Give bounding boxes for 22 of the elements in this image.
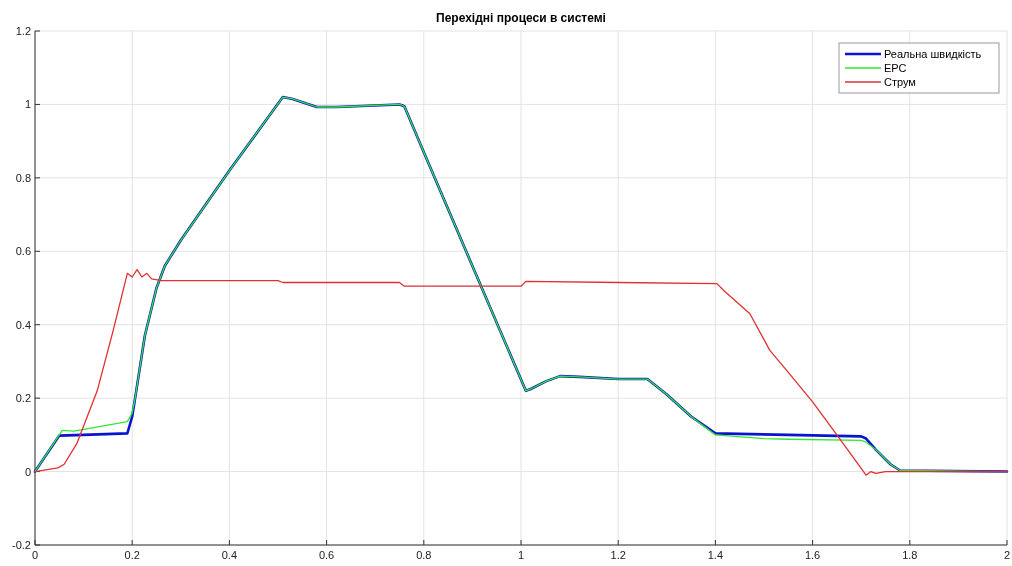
chart-title: Перехідні процеси в системі [436,11,606,25]
y-tick-label: 0.8 [15,171,31,184]
x-tick-label: 0.2 [124,549,140,561]
x-tick-label: 1 [517,549,525,561]
x-tick-label: 1.8 [902,549,918,561]
legend-label: Струм [884,76,916,88]
y-tick-label: 0.4 [15,318,31,331]
x-tick-label: 1.4 [707,549,724,561]
legend-label: ЕРС [884,62,907,74]
y-tick-label: 1 [24,98,31,111]
y-tick-label: 0.6 [15,245,31,258]
x-tick-label: 0.8 [416,549,432,561]
x-tick-label: 2 [1003,549,1011,561]
y-tick-label: 1.2 [15,25,31,37]
y-tick-label: -0.2 [12,539,31,551]
y-tick-label: 0.2 [15,392,31,405]
x-tick-label: 0.6 [318,549,335,561]
x-tick-label: 1.2 [610,549,626,561]
legend-label: Реальна швидкість [884,48,982,60]
y-tick-label: 0 [24,465,31,478]
x-tick-label: 1.6 [804,549,821,561]
x-tick-label: 0.4 [221,549,238,561]
